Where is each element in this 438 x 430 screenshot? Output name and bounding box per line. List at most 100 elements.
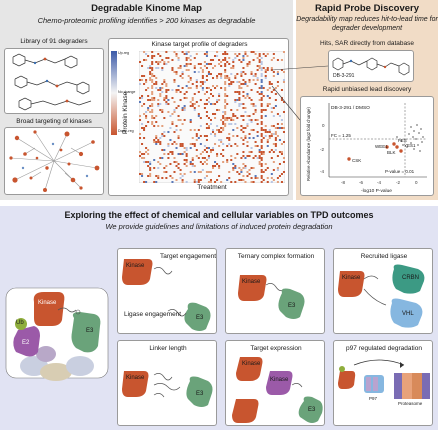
heatmap-cell [254,177,257,179]
p97-illustration [338,359,430,399]
heatmap-cell [278,115,281,117]
heatmap-cell [260,139,263,141]
heatmap-cell [179,99,182,101]
heatmap-cell [193,179,196,181]
heatmap-cell [272,133,275,135]
heatmap-cell [260,93,263,95]
heatmap-cell [272,57,275,59]
heatmap-cell [280,151,283,153]
p97-label: P97 [369,396,378,401]
heatmap-cell [228,137,231,139]
heatmap-cell [203,81,206,83]
heatmap-cell [157,141,160,143]
heatmap-cell [165,165,168,167]
heatmap-cell [163,149,166,151]
heatmap-cell [242,107,245,109]
heatmap-cell [173,71,176,73]
heatmap-cell [209,103,212,105]
heatmap-cell [153,159,156,161]
heatmap-cell [201,87,204,89]
heatmap-cell [145,125,148,127]
heatmap-cell [141,127,144,129]
heatmap-cell [167,61,170,63]
heatmap-cell [216,153,219,155]
heatmap-cell [173,131,176,133]
heatmap-cell [216,163,219,165]
heatmap-cell [224,57,227,59]
heatmap-cell [163,117,166,119]
xtick-2: -4 [377,180,381,185]
point-label-wee1: WEE1 [375,144,388,149]
heatmap-cell [224,117,227,119]
heatmap-cell [147,87,150,89]
heatmap-cell [151,85,154,87]
heatmap-cell [282,127,285,129]
heatmap-cell [246,65,249,67]
heatmap-cell [230,67,233,69]
heatmap-cell [232,67,235,69]
heatmap-cell [177,119,180,121]
heatmap-cell [242,59,245,61]
heatmap-cell [189,121,192,123]
heatmap-cell [268,83,271,85]
heatmap-cell [260,157,263,159]
left-e3-label: E3 [86,328,94,334]
heatmap-cell [153,139,156,141]
heatmap-cell [220,77,223,79]
heatmap-cell [169,115,172,117]
heatmap-cell [157,67,160,69]
heatmap-cell [209,63,212,65]
heatmap-cell [260,81,263,83]
heatmap-cell [228,117,231,119]
heatmap-cell [260,153,263,155]
heatmap-cell [203,149,206,151]
heatmap-cell [252,79,255,81]
heatmap-cell [274,93,277,95]
heatmap-cell [244,167,247,169]
heatmap-cell [268,151,271,153]
heatmap-cell [216,77,219,79]
heatmap-cell [185,149,188,151]
heatmap-cell [240,87,243,89]
heatmap-cell [228,77,231,79]
heatmap-cell [159,87,162,89]
heatmap-cell [207,127,210,129]
heatmap-cell [163,99,166,101]
heatmap-cell [256,157,259,159]
heatmap-cell [232,65,235,67]
connector-to-compound [271,65,329,71]
heatmap-cell [264,163,267,165]
heatmap-cell [173,101,176,103]
heatmap-cell [147,153,150,155]
heatmap-cell [191,143,194,145]
heatmap-cell [203,107,206,109]
heatmap-cell [274,99,277,101]
heatmap-cell [260,165,263,167]
heatmap-cell [224,59,227,61]
heatmap-cell [153,117,156,119]
heatmap-cell [175,129,178,131]
heatmap-cell [242,115,245,117]
heatmap-cell [234,57,237,59]
heatmap-cell [205,111,208,113]
heatmap-cell [238,103,241,105]
heatmap-cell [157,89,160,91]
heatmap-cell [260,73,263,75]
heatmap-cell [238,81,241,83]
heatmap-cell [244,135,247,137]
heatmap-cell [248,151,251,153]
heatmap-cell [242,131,245,133]
heatmap-cell [191,137,194,139]
heatmap-cell [199,117,202,119]
heatmap-cell [155,81,158,83]
heatmap-cell [189,55,192,57]
volcano-title: DB-3-291 / DMSO [331,105,370,111]
heatmap-cell [167,157,170,159]
heatmap-cell [228,177,231,179]
heatmap-cell [234,53,237,55]
target-engagement-title: Target engagement [160,253,217,260]
heatmap-cell [240,169,243,171]
heatmap-cell [276,169,279,171]
heatmap-cell [179,91,182,93]
heatmap-cell [274,105,277,107]
